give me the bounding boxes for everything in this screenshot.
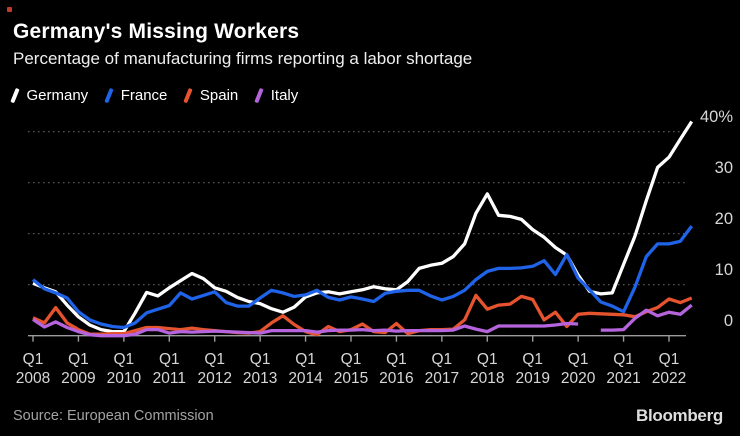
- x-tick-year-label: 2012: [197, 370, 231, 387]
- y-axis-label-20: 20: [715, 210, 733, 228]
- red-dot-artifact: [7, 7, 12, 12]
- x-tick-year-label: 2010: [107, 370, 142, 387]
- source-attribution: Source: European Commission: [13, 408, 214, 424]
- x-tick-year-label: 2017: [425, 370, 459, 387]
- x-tick-year-label: 2019: [515, 370, 549, 387]
- x-tick-year-label: 2018: [470, 370, 504, 387]
- legend-item-italy: Italy: [254, 87, 299, 104]
- legend-item-germany: Germany: [10, 87, 89, 104]
- x-tick-year-label: 2009: [61, 370, 95, 387]
- x-tick-quarter-label: Q1: [659, 351, 680, 368]
- x-tick-year-label: 2011: [153, 370, 186, 387]
- x-tick-year-label: 2022: [652, 370, 686, 387]
- x-tick-year-label: 2021: [606, 370, 640, 387]
- y-axis-label-10: 10: [715, 261, 733, 279]
- chart-header: Germany's Missing Workers Percentage of …: [13, 20, 472, 69]
- legend-label: France: [120, 87, 168, 104]
- x-tick-year-label: 2016: [379, 370, 413, 387]
- y-axis-label-0: 0: [724, 312, 733, 330]
- x-tick-quarter-label: Q1: [204, 351, 225, 368]
- legend-label: Spain: [199, 87, 239, 104]
- x-tick-quarter-label: Q1: [159, 351, 180, 368]
- x-tick-quarter-label: Q1: [68, 351, 89, 368]
- x-tick-quarter-label: Q1: [341, 351, 362, 368]
- x-tick-quarter-label: Q1: [250, 351, 271, 368]
- legend-item-france: France: [104, 87, 168, 104]
- x-tick-quarter-label: Q1: [23, 351, 44, 368]
- chart-footer: Source: European Commission Bloomberg: [0, 406, 740, 428]
- x-tick-quarter-label: Q1: [477, 351, 498, 368]
- series-line-france: [31, 225, 694, 330]
- bloomberg-logo: Bloomberg: [635, 406, 723, 425]
- x-tick-quarter-label: Q1: [613, 351, 634, 368]
- x-tick-year-label: 2014: [288, 370, 323, 387]
- x-tick-year-label: 2015: [334, 370, 368, 387]
- x-tick-year-label: 2008: [16, 370, 50, 387]
- chart-subtitle: Percentage of manufacturing firms report…: [13, 49, 473, 69]
- legend-label: Germany: [26, 87, 89, 104]
- x-tick-quarter-label: Q1: [295, 351, 316, 368]
- y-axis-label-30: 30: [715, 159, 733, 177]
- x-tick-quarter-label: Q1: [522, 351, 543, 368]
- y-axis-label-40: 40%: [700, 108, 733, 126]
- x-tick-quarter-label: Q1: [432, 351, 453, 368]
- x-tick-quarter-label: Q1: [568, 351, 589, 368]
- series-line-italy: [32, 303, 693, 338]
- chart-legend: Germany France Spain Italy: [10, 87, 317, 104]
- x-tick-quarter-label: Q1: [386, 351, 407, 368]
- x-tick-quarter-label: Q1: [114, 351, 135, 368]
- legend-item-spain: Spain: [183, 87, 239, 104]
- x-tick-year-label: 2020: [561, 370, 596, 387]
- x-tick-year-label: 2013: [243, 370, 277, 387]
- series-line-spain: [32, 293, 693, 337]
- legend-label: Italy: [270, 87, 299, 104]
- chart-title: Germany's Missing Workers: [13, 20, 300, 43]
